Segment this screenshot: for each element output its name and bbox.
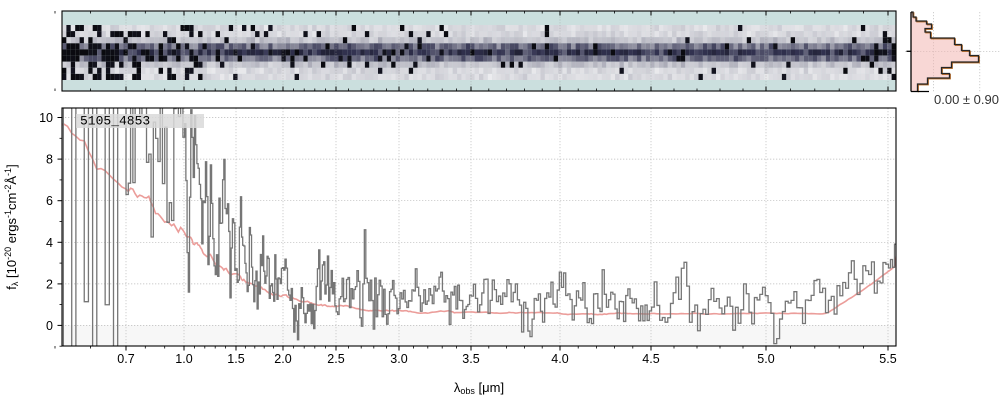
svg-text:1.0: 1.0 bbox=[175, 352, 192, 366]
svg-text:5.5: 5.5 bbox=[879, 352, 896, 366]
svg-text:10: 10 bbox=[39, 111, 53, 125]
svg-text:fλ [10-20 ergs-1cm-2Å-1]: fλ [10-20 ergs-1cm-2Å-1] bbox=[3, 164, 20, 289]
svg-text:4.0: 4.0 bbox=[551, 352, 568, 366]
svg-text:1.5: 1.5 bbox=[227, 352, 244, 366]
svg-text:8: 8 bbox=[46, 153, 53, 167]
svg-text:0.00 ± 0.90: 0.00 ± 0.90 bbox=[934, 92, 999, 107]
svg-text:2.5: 2.5 bbox=[327, 352, 344, 366]
svg-text:0: 0 bbox=[46, 319, 53, 333]
svg-text:2: 2 bbox=[46, 277, 53, 291]
svg-text:5105_4853: 5105_4853 bbox=[80, 114, 150, 129]
svg-text:4: 4 bbox=[46, 236, 53, 250]
svg-text:5.0: 5.0 bbox=[757, 352, 774, 366]
svg-text:4.5: 4.5 bbox=[642, 352, 659, 366]
svg-text:3.0: 3.0 bbox=[390, 352, 407, 366]
svg-text:3.5: 3.5 bbox=[462, 352, 479, 366]
svg-text:0.7: 0.7 bbox=[117, 352, 134, 366]
svg-text:6: 6 bbox=[46, 194, 53, 208]
svg-text:2.0: 2.0 bbox=[274, 352, 291, 366]
